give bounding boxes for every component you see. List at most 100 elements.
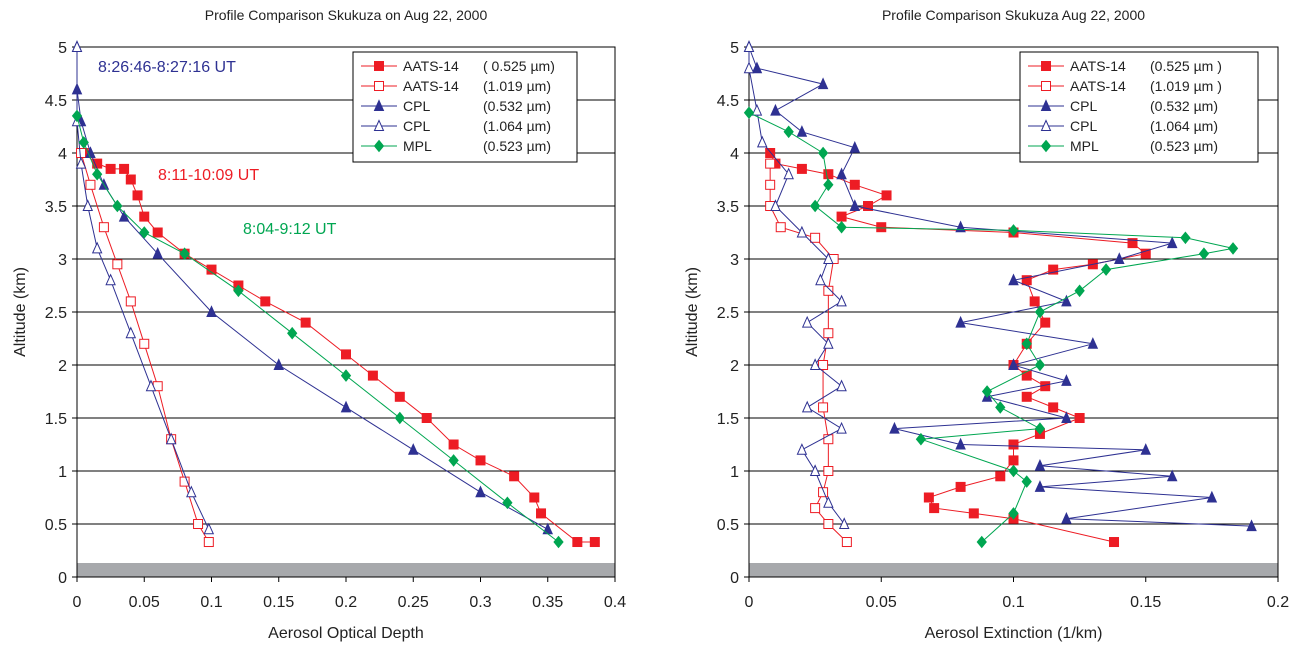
marker	[300, 317, 311, 328]
legend-name: CPL	[1070, 98, 1097, 114]
legend-band: (0.532 µm)	[1150, 98, 1218, 114]
series	[76, 148, 214, 548]
marker	[1198, 247, 1210, 260]
marker	[823, 337, 834, 349]
y-tick-label: 4.5	[45, 93, 67, 110]
marker	[976, 535, 987, 549]
marker	[1227, 242, 1239, 255]
legend-band: (1.019 µm)	[483, 78, 551, 94]
marker	[1040, 119, 1052, 131]
marker	[823, 252, 834, 264]
marker	[1008, 455, 1019, 466]
x-tick-label: 0	[745, 594, 754, 611]
marker	[1206, 490, 1218, 503]
marker	[536, 508, 547, 519]
marker	[105, 273, 116, 286]
x-tick-label: 0.2	[335, 594, 357, 611]
marker	[929, 503, 940, 514]
marker	[818, 360, 829, 370]
marker	[1008, 358, 1019, 370]
series	[765, 148, 1151, 548]
marker	[448, 439, 459, 450]
marker	[796, 125, 808, 137]
marker	[340, 400, 352, 413]
marker	[407, 443, 419, 455]
marker	[1021, 475, 1032, 488]
legend-name: AATS-14	[1070, 78, 1126, 94]
x-tick-label: 0.25	[398, 594, 429, 611]
marker	[1074, 284, 1085, 298]
marker	[373, 139, 385, 153]
marker	[373, 119, 385, 131]
marker	[915, 432, 927, 446]
marker	[836, 379, 847, 392]
marker	[1061, 411, 1072, 423]
marker	[1040, 99, 1052, 111]
marker	[1034, 480, 1046, 492]
marker	[1008, 224, 1019, 237]
y-axis-label: Altitude (km)	[684, 267, 701, 357]
marker	[968, 508, 979, 519]
marker	[783, 167, 794, 180]
marker	[881, 190, 892, 201]
marker	[1034, 305, 1046, 319]
y-tick-label: 3.5	[45, 199, 67, 216]
marker	[112, 259, 123, 270]
marker	[809, 199, 821, 213]
marker	[1029, 296, 1040, 307]
legend-name: CPL	[403, 118, 430, 134]
marker	[394, 391, 405, 402]
marker	[529, 492, 540, 503]
marker	[1034, 458, 1046, 471]
marker	[179, 247, 190, 260]
y-tick-label: 5	[58, 40, 67, 57]
y-tick-label: 3	[730, 252, 739, 269]
marker	[152, 227, 163, 238]
marker	[796, 163, 807, 174]
series-line	[769, 152, 1147, 543]
marker	[770, 199, 781, 211]
marker	[849, 199, 861, 211]
marker	[1008, 507, 1019, 520]
marker	[801, 315, 813, 328]
y-tick-label: 2	[730, 358, 739, 375]
marker	[179, 476, 190, 487]
legend-name: MPL	[1070, 138, 1099, 154]
marker	[1180, 231, 1191, 245]
marker	[98, 222, 109, 233]
marker	[765, 158, 776, 169]
marker	[1008, 439, 1019, 450]
marker	[955, 437, 966, 450]
marker	[76, 148, 87, 158]
marker	[92, 167, 103, 181]
marker	[273, 358, 285, 370]
marker	[841, 537, 852, 548]
marker	[85, 179, 96, 190]
marker	[743, 40, 755, 52]
marker	[1034, 422, 1046, 435]
y-tick-label: 2	[58, 358, 67, 375]
y-tick-label: 0	[58, 570, 67, 587]
x-tick-label: 0.2	[1267, 594, 1289, 611]
marker	[1100, 263, 1112, 276]
marker	[955, 481, 966, 492]
ground-band	[77, 563, 615, 577]
series	[71, 109, 564, 549]
marker	[751, 61, 763, 74]
marker	[823, 169, 834, 180]
marker	[139, 226, 150, 239]
marker	[1040, 317, 1051, 328]
marker	[796, 225, 808, 238]
marker	[775, 222, 786, 233]
marker	[1021, 391, 1032, 402]
marker	[1246, 519, 1257, 532]
marker	[82, 199, 94, 211]
marker	[260, 296, 271, 307]
marker	[553, 535, 564, 549]
marker	[75, 156, 87, 169]
x-tick-label: 0.3	[469, 594, 491, 611]
marker	[125, 326, 137, 339]
marker	[809, 358, 821, 370]
marker	[165, 432, 177, 445]
series-line	[83, 152, 595, 543]
